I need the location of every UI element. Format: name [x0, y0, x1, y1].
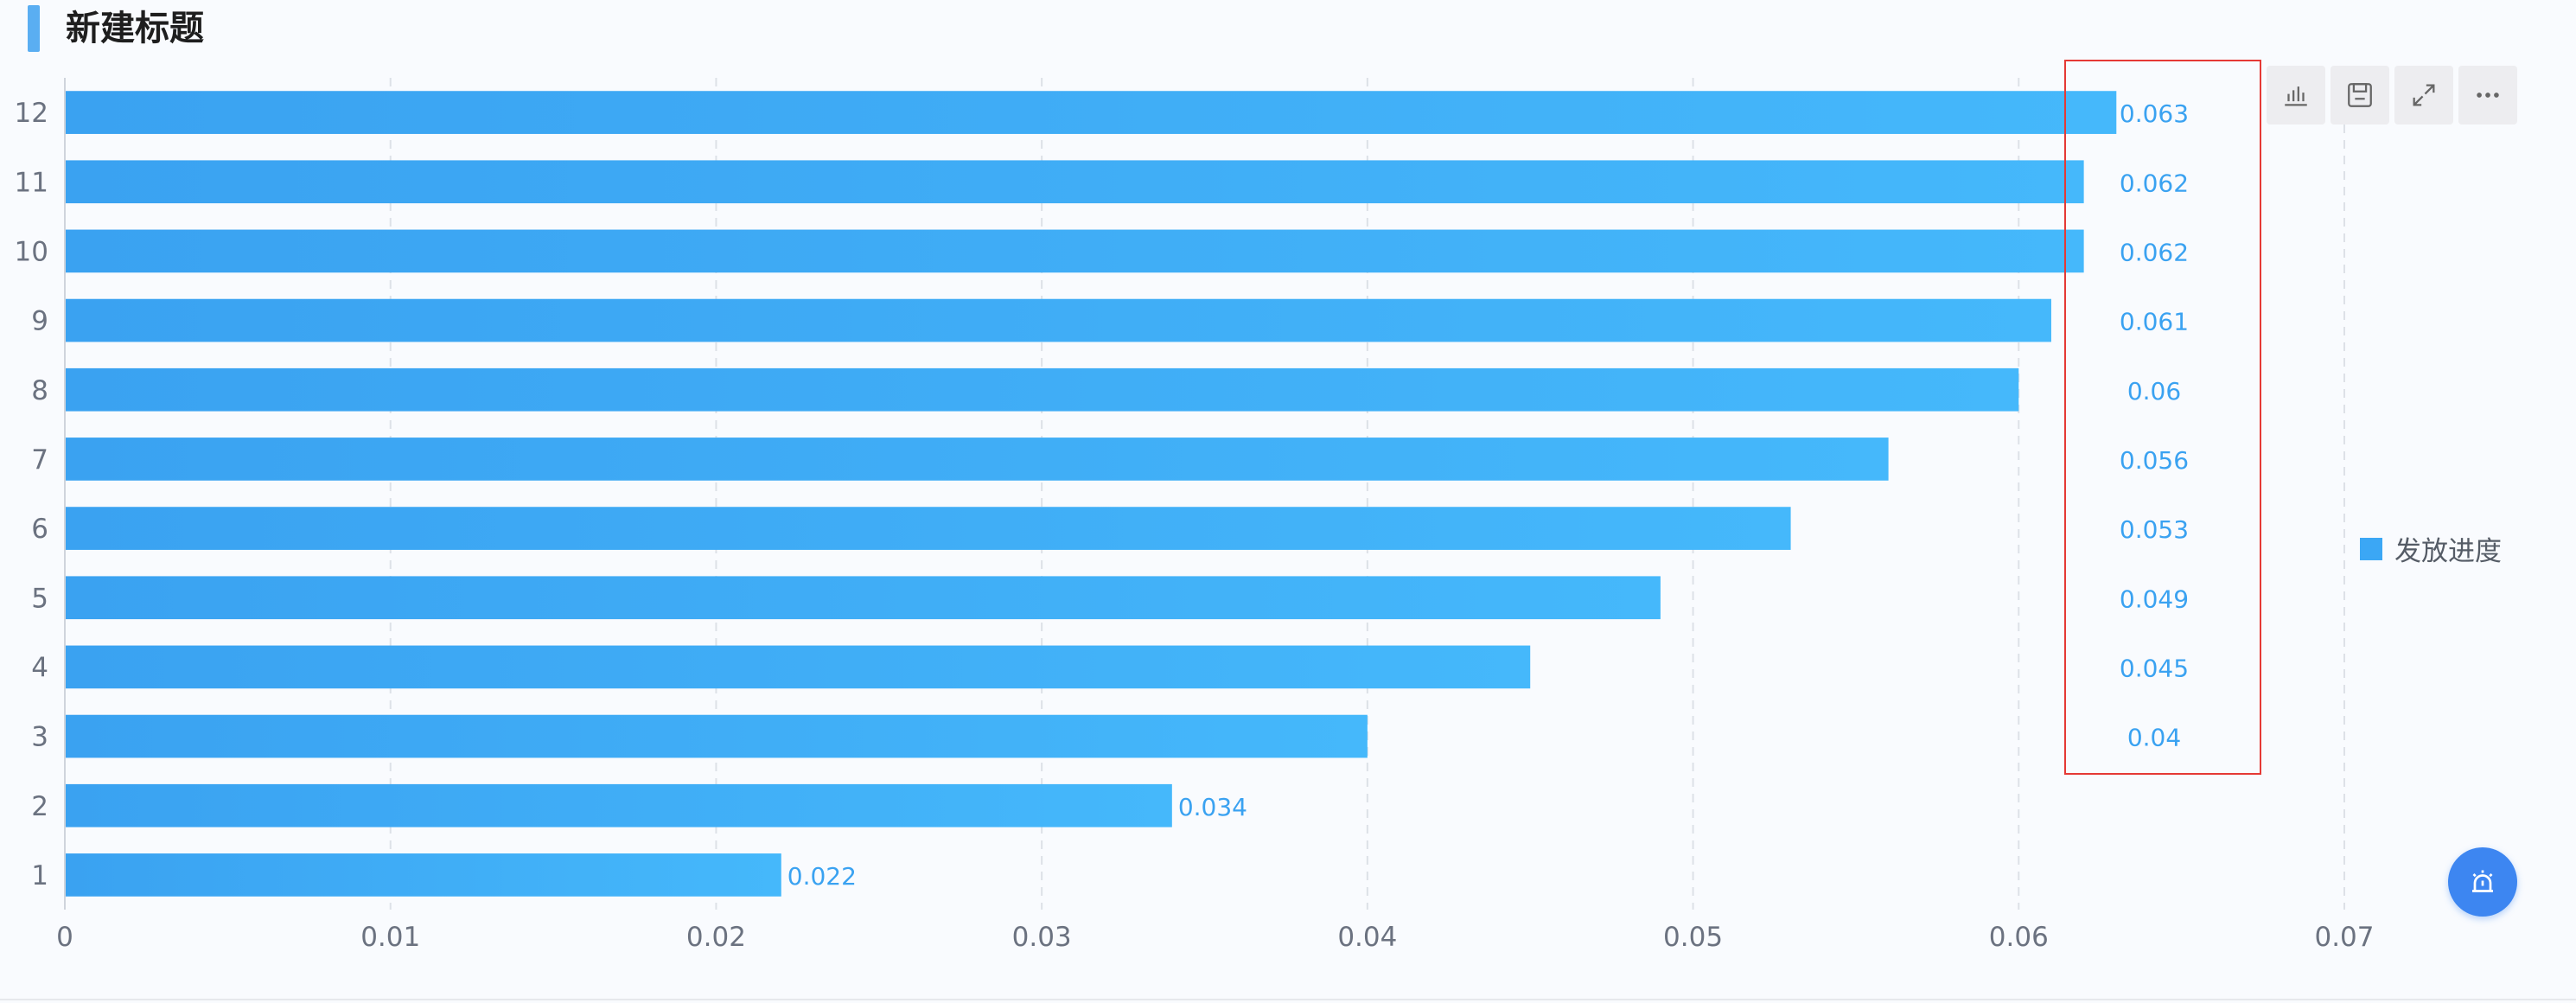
- bar: [66, 229, 2084, 273]
- save-button[interactable]: [2331, 66, 2389, 125]
- bar: [66, 91, 2117, 134]
- data-label: 0.04: [2127, 724, 2181, 752]
- alarm-icon: [2472, 870, 2493, 892]
- data-label: 0.045: [2120, 654, 2189, 682]
- y-tick-label: 8: [31, 375, 48, 406]
- x-tick-label: 0.07: [2314, 922, 2374, 953]
- data-label: 0.063: [2120, 99, 2189, 128]
- y-tick-label: 5: [31, 583, 48, 614]
- data-label: 0.061: [2120, 308, 2189, 336]
- data-label: 0.049: [2120, 585, 2189, 613]
- bar: [66, 298, 2051, 342]
- data-label: 0.062: [2120, 238, 2189, 266]
- x-tick-label: 0.04: [1337, 922, 1397, 953]
- bar: [66, 576, 1661, 620]
- y-tick-label: 11: [15, 167, 48, 198]
- bar: [66, 160, 2084, 204]
- legend-label: 发放进度: [2394, 536, 2502, 567]
- bar: [66, 645, 1531, 689]
- data-label: 0.022: [787, 862, 857, 891]
- chart-title: 新建标题: [66, 9, 204, 48]
- data-label: 0.06: [2127, 377, 2181, 406]
- x-tick-label: 0.02: [686, 922, 746, 953]
- x-tick-label: 0.05: [1663, 922, 1723, 953]
- bar: [66, 367, 2019, 412]
- x-tick-label: 0: [56, 922, 73, 953]
- more-button[interactable]: [2458, 66, 2517, 125]
- y-tick-label: 9: [31, 306, 48, 337]
- bar-chart-icon: [2285, 86, 2307, 106]
- chart-toolbar: [2267, 66, 2517, 125]
- legend-swatch: [2360, 537, 2382, 560]
- data-label: 0.053: [2120, 515, 2189, 544]
- bar: [66, 853, 781, 897]
- more-icon: [2477, 93, 2499, 98]
- fullscreen-icon: [2413, 84, 2435, 106]
- title-accent-bar: [28, 5, 40, 52]
- divider: [0, 999, 2576, 1000]
- highlight-box: [2064, 60, 2261, 775]
- alarm-button[interactable]: [2448, 847, 2517, 917]
- bar: [66, 783, 1172, 827]
- bar: [66, 438, 1889, 481]
- y-tick-label: 3: [31, 722, 48, 753]
- y-tick-label: 12: [15, 98, 48, 129]
- y-tick-label: 2: [31, 791, 48, 822]
- x-tick-label: 0.01: [360, 922, 420, 953]
- save-icon: [2348, 83, 2372, 107]
- data-label: 0.056: [2120, 446, 2189, 475]
- data-label: 0.034: [1178, 793, 1247, 821]
- fullscreen-button[interactable]: [2394, 66, 2453, 125]
- x-tick-label: 0.03: [1012, 922, 1072, 953]
- x-tick-label: 0.06: [1989, 922, 2049, 953]
- y-tick-label: 4: [31, 652, 48, 683]
- y-tick-label: 6: [31, 514, 48, 545]
- y-tick-label: 10: [15, 236, 48, 267]
- chart-legend[interactable]: 发放进度: [2360, 529, 2502, 568]
- y-tick-label: 1: [31, 860, 48, 891]
- y-tick-label: 7: [31, 444, 48, 476]
- bar: [66, 714, 1368, 758]
- data-label: 0.062: [2120, 169, 2189, 197]
- chart-type-button[interactable]: [2267, 66, 2325, 125]
- bar: [66, 507, 1791, 550]
